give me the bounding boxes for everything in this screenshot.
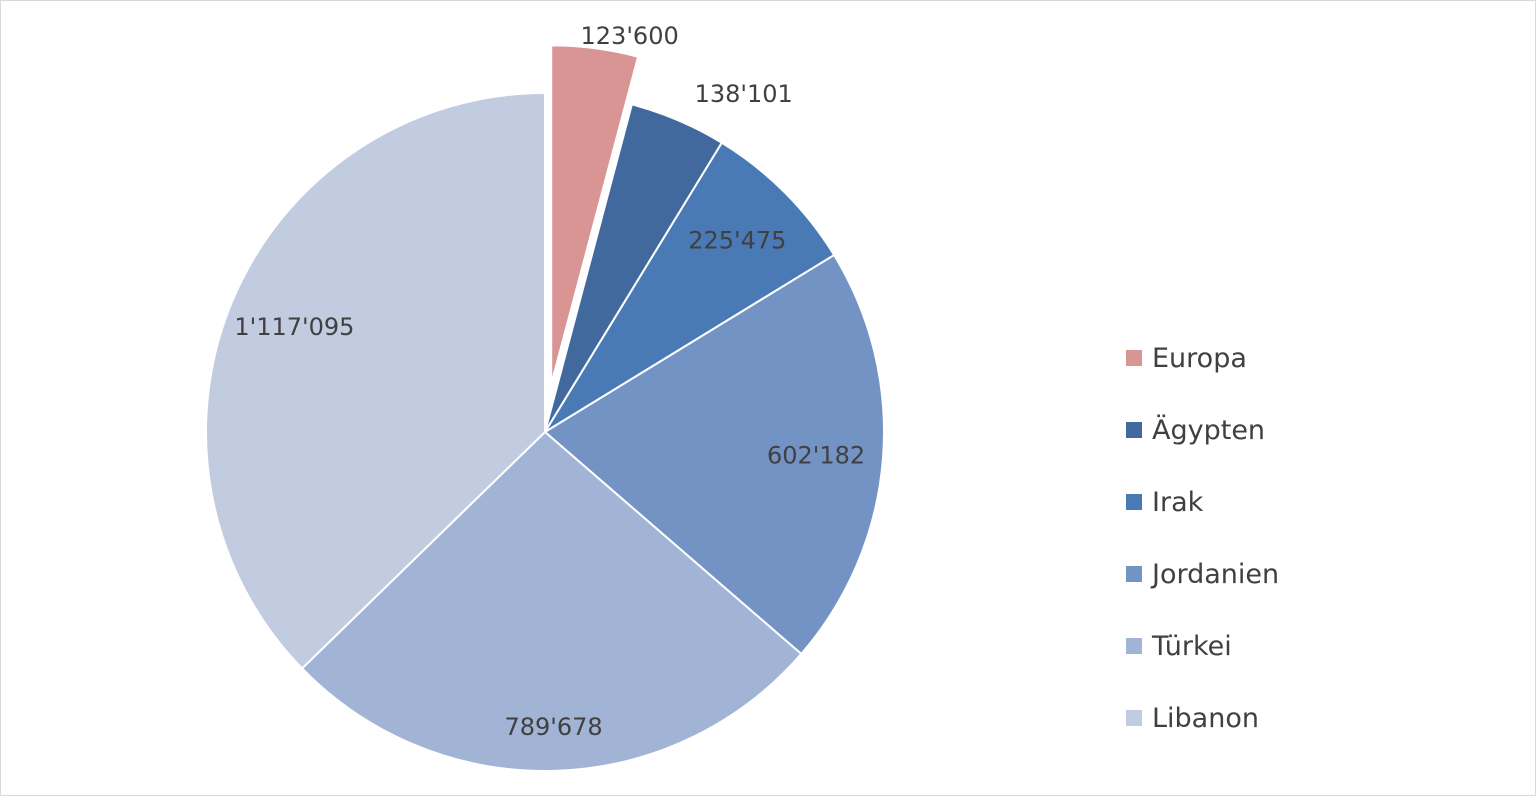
legend-label: Jordanien <box>1152 558 1280 590</box>
legend-swatch <box>1126 566 1142 582</box>
legend-item: Ägypten <box>1126 394 1279 466</box>
pie-slice-irak <box>544 141 836 433</box>
legend: Europa Ägypten Irak Jordanien Türkei Libanon <box>1126 343 1279 790</box>
legend-item: Türkei <box>1126 610 1279 682</box>
legend-swatch <box>1126 710 1142 726</box>
pie-slice-jordanien <box>543 253 885 656</box>
data-label: 123'600 <box>581 22 679 50</box>
legend-swatch <box>1126 638 1142 654</box>
legend-item: Irak <box>1126 466 1279 538</box>
legend-swatch <box>1126 494 1142 510</box>
legend-item: Libanon <box>1126 682 1279 754</box>
legend-label: Libanon <box>1152 702 1259 734</box>
legend-label: Irak <box>1152 486 1204 518</box>
data-label: 602'182 <box>767 441 865 469</box>
data-label: 138'101 <box>695 80 793 108</box>
legend-label: Europa <box>1152 342 1247 374</box>
pie-slice-europa <box>550 44 640 385</box>
legend-label: Türkei <box>1152 630 1232 662</box>
legend-swatch <box>1126 350 1142 366</box>
legend-item: Jordanien <box>1126 538 1279 610</box>
data-label: 1'117'095 <box>234 313 354 341</box>
data-label: 789'678 <box>504 713 602 741</box>
data-label: 225'475 <box>688 227 786 255</box>
legend-swatch <box>1126 422 1142 438</box>
legend-label: Ägypten <box>1152 414 1266 446</box>
pie-slice-türkei <box>300 430 803 772</box>
legend-item: Europa <box>1126 322 1279 394</box>
pie-slice-libanon <box>205 91 546 670</box>
